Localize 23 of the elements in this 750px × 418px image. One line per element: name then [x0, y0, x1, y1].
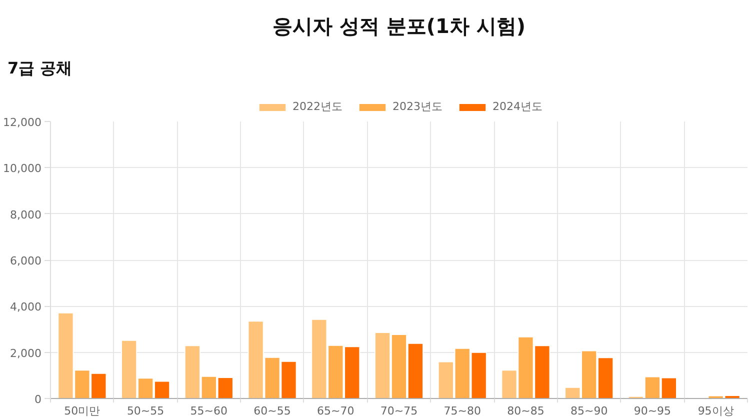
y-tick-label: 8,000	[10, 208, 42, 222]
x-tick-label: 60~55	[254, 404, 291, 418]
legend-label: 2023년도	[392, 99, 442, 114]
x-tick-label: 70~75	[380, 404, 418, 418]
y-tick-label: 0	[34, 393, 42, 406]
y-tick-label: 10,000	[3, 162, 42, 176]
x-tick-label: 90~95	[634, 404, 672, 418]
x-tick-label: 55~60	[190, 404, 228, 418]
legend-label: 2024년도	[492, 99, 542, 114]
chart-subtitle: 7급 공채	[8, 58, 72, 78]
chart-title: 응시자 성적 분포(1차 시험)	[272, 14, 526, 38]
x-tick-label: 95이상	[698, 404, 734, 418]
y-tick-label: 2,000	[10, 346, 42, 360]
x-tick-label: 75~80	[444, 404, 481, 418]
x-tick-label: 65~70	[317, 404, 354, 418]
x-tick-label: 85~90	[570, 404, 608, 418]
y-tick-label: 12,000	[3, 116, 42, 129]
x-tick-label: 50~55	[126, 404, 164, 418]
y-tick-label: 6,000	[10, 254, 42, 268]
x-tick-label: 50미만	[64, 404, 100, 418]
y-tick-label: 4,000	[10, 300, 42, 314]
legend-label: 2022년도	[292, 99, 342, 114]
x-tick-label: 80~85	[507, 404, 544, 418]
